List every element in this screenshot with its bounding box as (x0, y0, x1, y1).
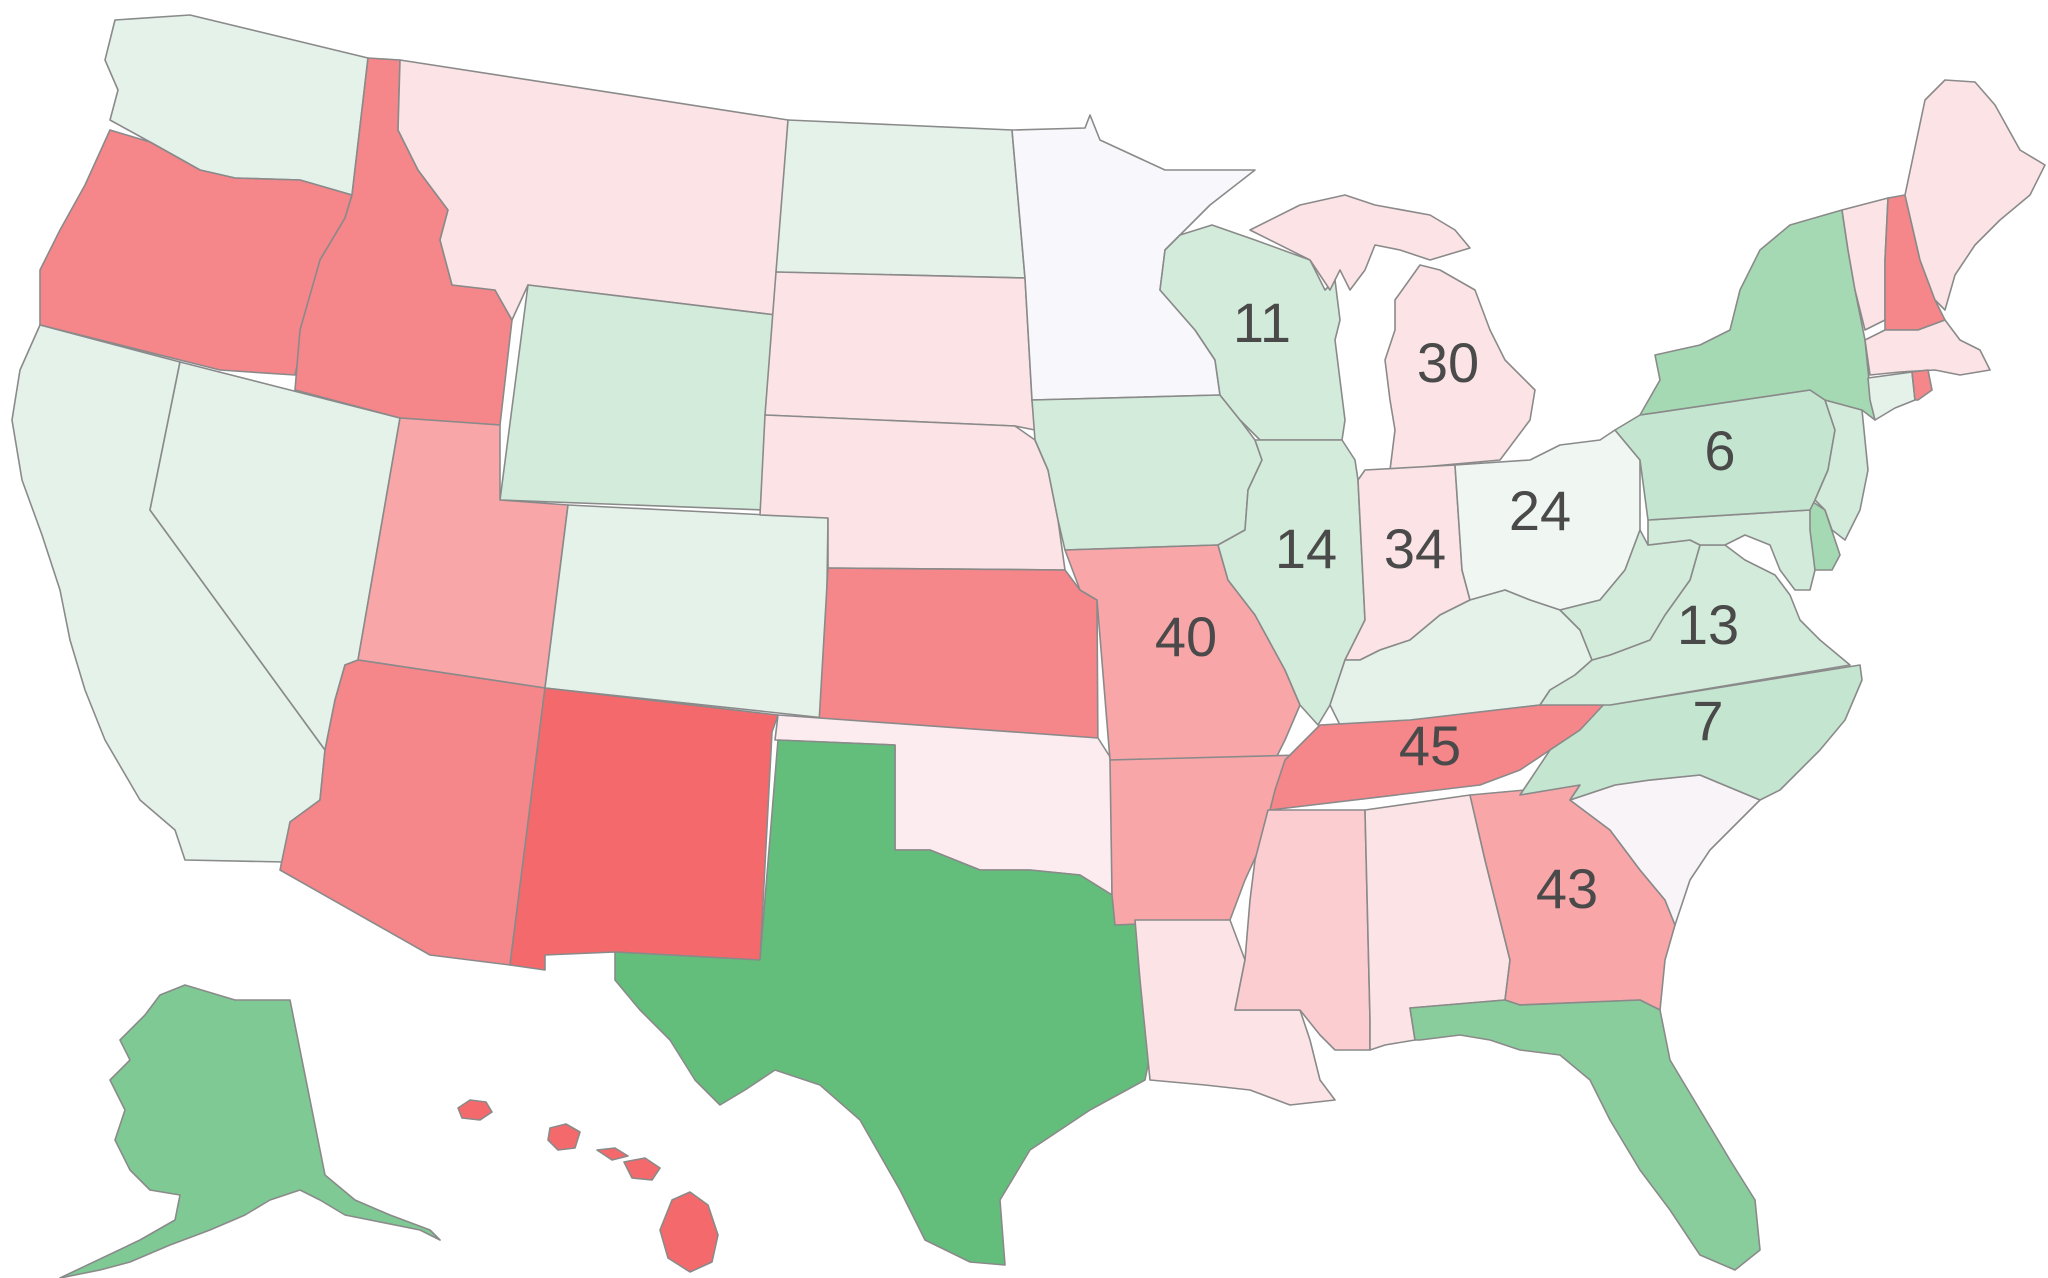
state-ct (1867, 371, 1916, 421)
label-oh-rank: 24 (1509, 479, 1571, 542)
state-nm (509, 687, 779, 971)
state-nj (1814, 399, 1869, 541)
state-ma (1864, 319, 1991, 376)
state-co (544, 504, 829, 719)
label-tn-rank: 45 (1399, 714, 1461, 777)
label-ga-rank: 43 (1536, 857, 1598, 920)
state-hi (457, 1099, 719, 1273)
state-sd (764, 271, 1036, 431)
state-me (1904, 79, 2046, 311)
label-mo-rank: 40 (1155, 605, 1217, 668)
label-pa-rank: 6 (1704, 419, 1735, 482)
state-ny (1639, 209, 1876, 421)
rank-labels: 11 30 6 24 14 34 40 13 7 45 43 (1155, 291, 1739, 920)
state-ne (759, 414, 1066, 571)
states-layer (11, 14, 2046, 1278)
state-mi (1249, 194, 1536, 471)
state-ri (1911, 369, 1933, 401)
label-in-rank: 34 (1384, 517, 1446, 580)
state-wy (499, 284, 777, 511)
state-tx (614, 739, 1156, 1266)
label-il-rank: 14 (1275, 517, 1337, 580)
state-mt (397, 59, 789, 321)
state-ak (59, 984, 441, 1278)
label-nc-rank: 7 (1692, 689, 1723, 752)
label-va-rank: 13 (1677, 593, 1739, 656)
label-mi-rank: 30 (1417, 331, 1479, 394)
state-il (1217, 439, 1366, 726)
state-nc (1519, 664, 1863, 801)
state-wi (1159, 224, 1346, 441)
state-ia (1031, 394, 1263, 551)
state-nd (775, 119, 1026, 279)
label-wi-rank: 11 (1233, 291, 1291, 354)
state-fl (1409, 999, 1761, 1271)
